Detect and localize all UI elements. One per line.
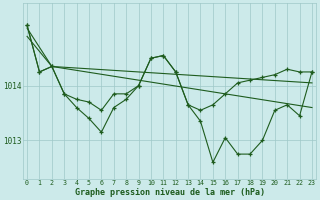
X-axis label: Graphe pression niveau de la mer (hPa): Graphe pression niveau de la mer (hPa): [75, 188, 265, 197]
